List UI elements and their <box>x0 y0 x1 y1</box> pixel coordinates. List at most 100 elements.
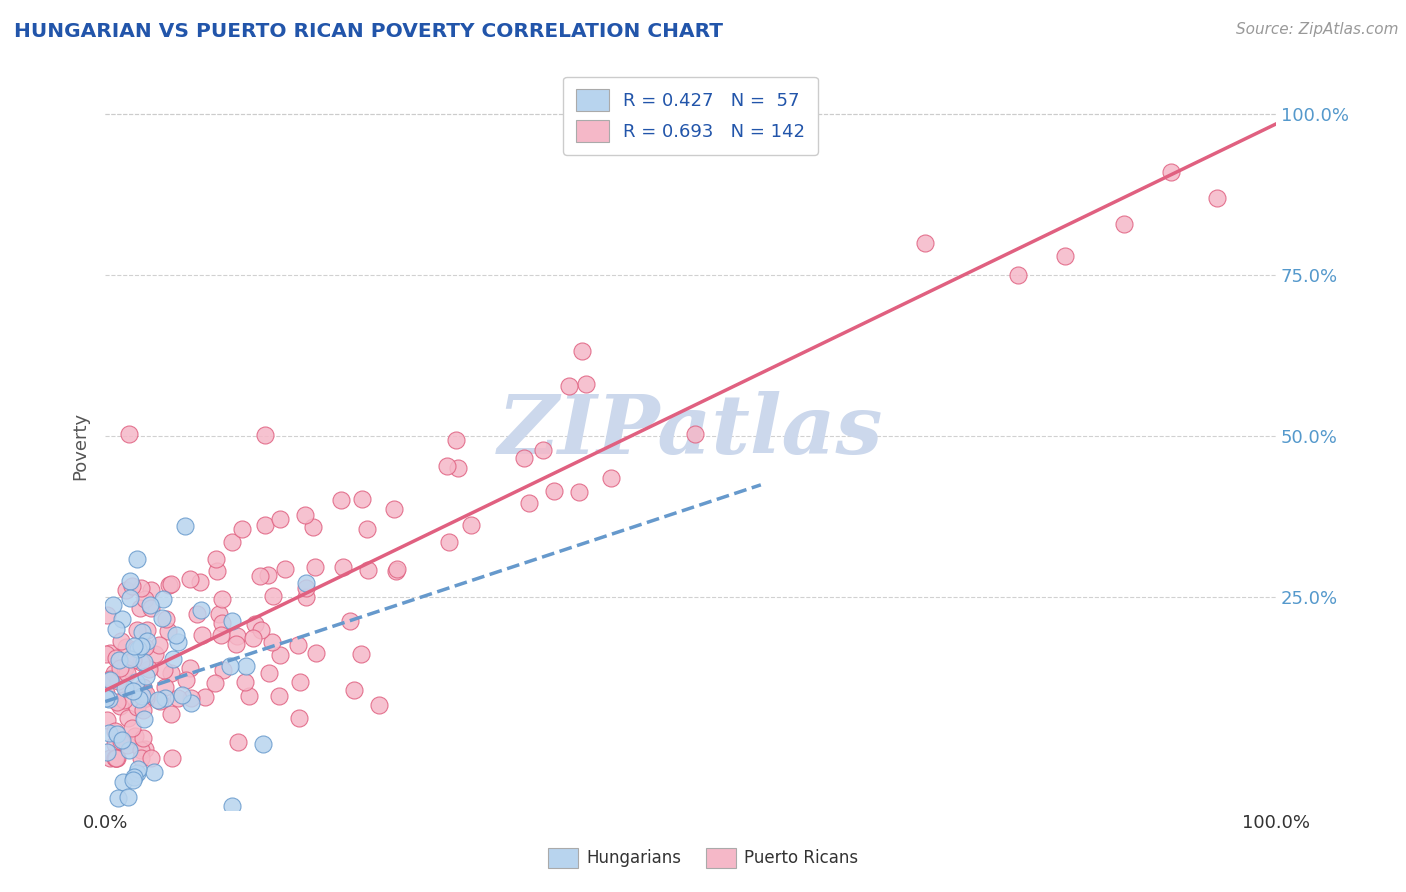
Point <box>302 520 325 534</box>
Point <box>129 639 152 653</box>
Point <box>211 591 233 606</box>
Point <box>129 655 152 669</box>
Point <box>98 824 121 838</box>
Point <box>242 631 264 645</box>
Point <box>294 508 316 522</box>
Point <box>96 713 118 727</box>
Point <box>135 624 157 638</box>
Point <box>134 741 156 756</box>
Point <box>159 666 181 681</box>
Point <box>135 668 157 682</box>
Point <box>128 601 150 615</box>
Point <box>96 607 118 622</box>
Point <box>172 688 194 702</box>
Point <box>124 642 146 657</box>
Point <box>152 663 174 677</box>
Point <box>115 738 138 752</box>
Point <box>114 681 136 695</box>
Point <box>174 518 197 533</box>
Legend: Hungarians, Puerto Ricans: Hungarians, Puerto Ricans <box>541 841 865 875</box>
Point <box>191 628 214 642</box>
Point <box>112 775 135 789</box>
Point <box>517 496 540 510</box>
Point <box>96 690 118 705</box>
Point <box>245 617 267 632</box>
Point <box>115 640 138 654</box>
Point <box>226 629 249 643</box>
Point <box>132 691 155 706</box>
Point <box>104 724 127 739</box>
Point <box>118 652 141 666</box>
Point <box>212 663 235 677</box>
Point <box>121 721 143 735</box>
Point <box>167 691 190 706</box>
Point <box>96 647 118 661</box>
Point <box>252 737 274 751</box>
Point <box>129 751 152 765</box>
Point <box>446 460 468 475</box>
Point <box>357 563 380 577</box>
Point <box>350 647 373 661</box>
Point <box>117 789 139 804</box>
Text: ZIPatlas: ZIPatlas <box>498 392 883 471</box>
Point <box>211 615 233 630</box>
Point <box>105 751 128 765</box>
Point <box>115 682 138 697</box>
Y-axis label: Poverty: Poverty <box>72 412 89 480</box>
Point <box>571 343 593 358</box>
Point <box>114 583 136 598</box>
Point <box>165 628 187 642</box>
Point <box>385 564 408 578</box>
Point <box>356 522 378 536</box>
Point <box>269 648 291 662</box>
Point <box>121 579 143 593</box>
Point <box>117 427 139 442</box>
Point <box>131 742 153 756</box>
Point <box>188 575 211 590</box>
Point <box>135 687 157 701</box>
Point <box>269 689 291 703</box>
Point <box>385 562 408 576</box>
Point <box>98 692 121 706</box>
Point <box>98 672 121 686</box>
Point <box>153 691 176 706</box>
Point <box>115 665 138 680</box>
Point <box>249 624 271 638</box>
Point <box>125 766 148 780</box>
Point <box>233 675 256 690</box>
Point <box>134 712 156 726</box>
Point <box>124 729 146 743</box>
Point <box>127 642 149 657</box>
Point <box>149 693 172 707</box>
Point <box>179 572 201 586</box>
Point <box>249 568 271 582</box>
Point <box>97 725 120 739</box>
Point <box>287 638 309 652</box>
Point <box>305 646 328 660</box>
Point <box>180 690 202 705</box>
Point <box>231 522 253 536</box>
Point <box>108 698 131 713</box>
Point <box>342 683 364 698</box>
Point <box>159 577 181 591</box>
Point <box>262 635 284 649</box>
Point <box>235 659 257 673</box>
Point <box>294 582 316 596</box>
Point <box>104 737 127 751</box>
Point <box>105 695 128 709</box>
Point <box>103 665 125 680</box>
Point <box>131 689 153 703</box>
Point <box>221 799 243 814</box>
Point <box>436 459 458 474</box>
Point <box>512 451 534 466</box>
Point <box>460 517 482 532</box>
Point <box>141 751 163 765</box>
Point <box>139 583 162 598</box>
Point <box>157 578 180 592</box>
Point <box>221 614 243 628</box>
Point <box>208 607 231 621</box>
Point <box>568 485 591 500</box>
Legend: R = 0.427   N =  57, R = 0.693   N = 142: R = 0.427 N = 57, R = 0.693 N = 142 <box>564 77 818 155</box>
Point <box>138 662 160 676</box>
Point <box>219 658 242 673</box>
